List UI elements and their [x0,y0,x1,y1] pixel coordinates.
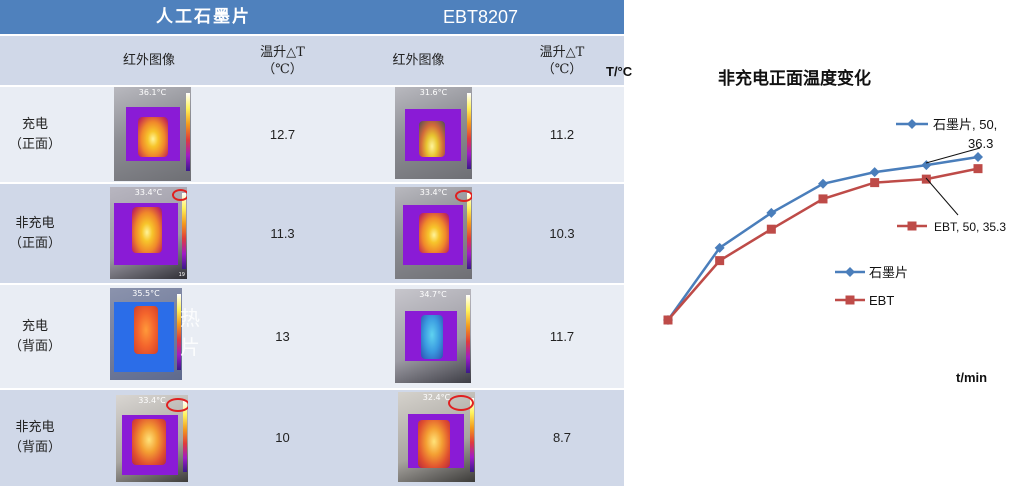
annotation-label: 石墨片, 50, [933,117,997,132]
annotation-marker [907,119,917,129]
annotation-layer: 石墨片, 50, 36.3 EBT, 50, 35.3 [896,117,1006,234]
series-line [667,167,979,321]
legend-label: 石墨片 [869,265,908,280]
subheader-ebt-image: 红外图像 [337,36,500,85]
thermal-image: 33.4°C 19 [110,187,187,279]
ghost-text: 热片 [180,306,200,359]
graphite-rise-value: 13 [228,285,337,388]
thermal-image: 32.4°C [398,392,475,482]
data-point [714,242,725,253]
data-point [870,178,880,188]
legend-swatch-marker [845,295,855,305]
thermal-image: 35.5°C [110,288,182,380]
series-layer [663,152,983,325]
thermal-image: 33.4°C [395,187,472,279]
ebt-rise-value: 8.7 [500,390,624,486]
graphite-rise-value: 12.7 [228,87,337,182]
thermal-image: 36.1°C [114,87,191,181]
data-point [766,224,776,234]
annotation-value: 36.3 [968,136,993,151]
graphite-rise-value: 11.3 [228,184,337,283]
data-point [818,178,828,189]
ebt-rise-value: 11.2 [500,87,624,182]
thermal-temp-readout: 35.5°C [132,289,160,298]
thermal-temp-readout: 32.4°C [422,393,451,402]
annotation-leader [925,147,981,164]
subheader-graphite-rise: 温升△T （℃） [228,36,337,85]
graphite-rise-value: 10 [228,390,337,486]
thermal-image: 31.6°C [395,87,472,179]
row-label: 非充电 （背面） [0,390,70,486]
thermal-temp-readout: 34.7°C [419,290,447,299]
data-point [973,152,983,162]
annotation-leader [925,177,959,216]
thermal-image: 34.7°C [395,289,471,383]
data-point [973,164,983,174]
series-line [666,155,979,321]
ebt-rise-value: 10.3 [500,184,624,283]
header-corner [0,0,70,34]
row-label: 非充电 （正面） [0,184,70,283]
data-point [818,194,828,204]
thermal-temp-readout: 33.4°C [134,188,163,197]
subheader-graphite-image: 红外图像 [70,36,228,85]
data-point [663,315,673,325]
legend-label: EBT [869,293,894,308]
ebt-rise-value: 11.7 [500,285,624,388]
legend-swatch-marker [845,267,855,277]
data-point [715,256,725,266]
annotation-marker [907,221,917,231]
data-point [921,174,931,184]
thermal-temp-readout: 33.4°C [419,188,448,197]
chart-title: 非充电正面温度变化 [718,68,871,88]
thermal-scale-min: 19 [178,272,185,278]
thermal-image: 33.4°C [116,395,188,482]
x-axis-label: t/min [956,370,987,385]
legend: 石墨片 EBT [835,265,908,308]
thermal-temp-readout: 31.6°C [419,88,448,97]
data-point [663,315,673,325]
header-graphite: 人工石墨片 [70,0,337,34]
series-ebt [663,164,983,325]
data-point [766,207,777,218]
row-label: 充电 （背面） [0,285,70,388]
header-ebt: EBT8207 [337,0,624,34]
thermal-temp-readout: 36.1°C [138,88,167,97]
row-label: 充电 （正面） [0,87,70,182]
annotation-label: EBT, 50, 35.3 [934,220,1006,234]
subheader-ebt-rise: 温升△T （℃） [500,36,624,85]
data-point [921,160,932,171]
thermal-temp-readout: 33.4°C [138,396,166,405]
data-point [869,167,880,178]
subheader-corner [0,36,70,85]
series-graphite [663,152,983,325]
